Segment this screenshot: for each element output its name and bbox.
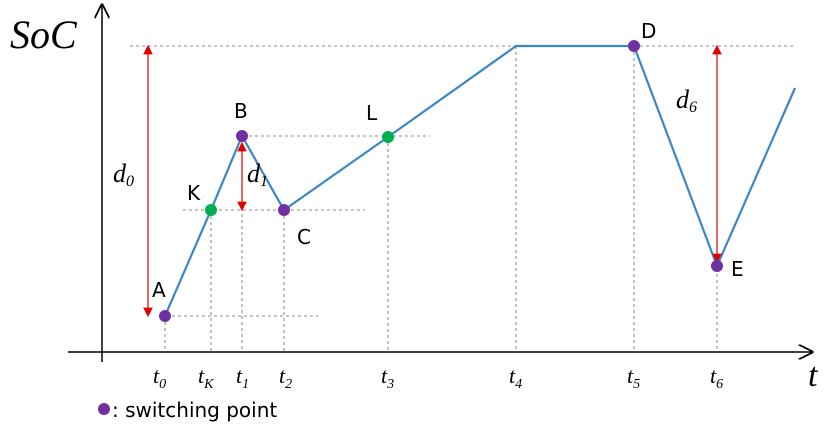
guides <box>130 45 795 352</box>
time-label: t4 <box>509 363 522 392</box>
point-label: D <box>641 19 656 43</box>
distance-arrows <box>143 44 722 318</box>
time-label: tK <box>198 363 214 392</box>
time-label: t5 <box>627 363 640 392</box>
time-label: t0 <box>153 363 166 392</box>
point-label: K <box>187 181 201 205</box>
point-label: L <box>366 101 378 125</box>
distance-label: d6 <box>676 85 697 116</box>
time-label: t3 <box>381 363 394 392</box>
time-label: t6 <box>710 363 723 392</box>
legend-text: : switching point <box>112 398 277 422</box>
distance-label: d1 <box>247 159 268 190</box>
legend-marker <box>98 403 110 415</box>
points <box>159 40 723 322</box>
x-axis-label: t <box>808 357 819 394</box>
point-label: C <box>297 225 311 249</box>
point-label: A <box>152 278 166 302</box>
time-label: t1 <box>236 363 249 392</box>
distance-label: d0 <box>113 159 134 190</box>
point-label: B <box>234 99 248 123</box>
y-axis-label: SoC <box>10 12 78 57</box>
time-label: t2 <box>279 363 292 392</box>
point-label: E <box>731 257 744 281</box>
